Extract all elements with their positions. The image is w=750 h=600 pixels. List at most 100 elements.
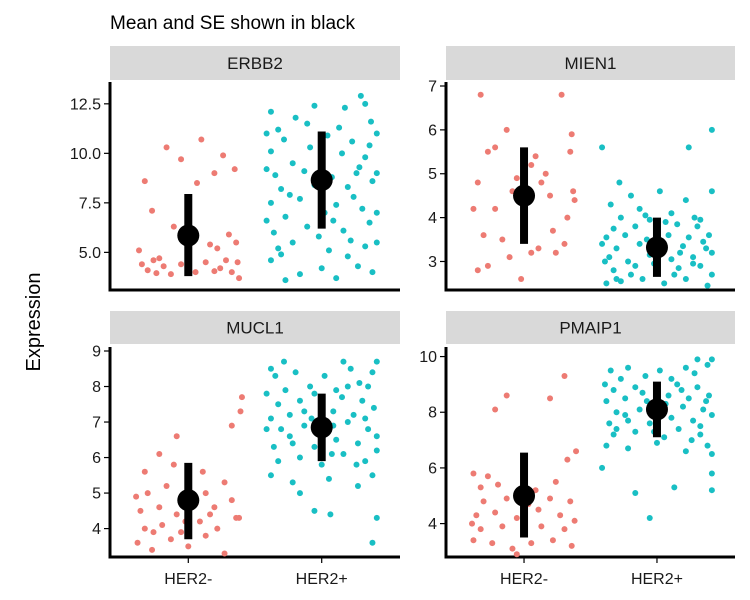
data-point-her2pos — [705, 392, 712, 399]
data-point-her2neg — [535, 245, 542, 252]
data-point-her2neg — [141, 468, 148, 475]
data-point-her2pos — [700, 406, 707, 413]
y-tick-label: 6 — [92, 450, 101, 467]
y-tick-label: 8 — [92, 379, 101, 396]
data-point-her2pos — [625, 417, 632, 424]
data-point-her2pos — [286, 191, 293, 198]
data-point-her2pos — [324, 132, 331, 139]
data-point-her2pos — [325, 247, 332, 254]
data-point-her2pos — [333, 275, 340, 282]
data-point-her2neg — [474, 179, 481, 186]
data-point-her2neg — [238, 394, 245, 401]
data-point-her2pos — [296, 454, 303, 461]
data-point-her2neg — [528, 540, 535, 547]
data-point-her2pos — [704, 361, 711, 368]
data-point-her2pos — [282, 213, 289, 220]
data-point-her2pos — [599, 464, 606, 471]
data-point-her2neg — [568, 542, 575, 549]
data-point-her2pos — [356, 379, 363, 386]
data-point-her2neg — [477, 526, 484, 533]
data-point-her2neg — [211, 170, 218, 177]
data-point-her2neg — [156, 504, 163, 511]
data-point-her2pos — [639, 276, 646, 283]
data-point-her2pos — [263, 217, 270, 224]
data-point-her2pos — [282, 387, 289, 394]
data-point-her2pos — [362, 243, 369, 250]
data-point-her2pos — [636, 205, 643, 212]
data-point-her2pos — [330, 217, 337, 224]
data-point-her2pos — [601, 258, 608, 265]
data-point-her2neg — [484, 148, 491, 155]
data-point-her2neg — [561, 526, 568, 533]
data-point-her2pos — [327, 511, 334, 518]
data-point-her2neg — [217, 265, 224, 272]
data-point-her2pos — [311, 443, 318, 450]
data-point-her2neg — [547, 192, 554, 199]
data-point-her2pos — [677, 249, 684, 256]
data-point-her2neg — [149, 207, 156, 214]
panel-pmaip1: PMAIP1 4 6 8 10 HER2- HER2+ — [419, 311, 735, 588]
y-tick-label: 8 — [428, 405, 437, 422]
data-point-her2pos — [296, 490, 303, 497]
data-point-her2pos — [694, 384, 701, 391]
data-point-her2pos — [330, 408, 337, 415]
data-point-her2neg — [228, 269, 235, 276]
data-point-her2pos — [616, 179, 623, 186]
data-point-her2pos — [617, 375, 624, 382]
data-point-her2neg — [167, 271, 174, 278]
data-point-her2pos — [610, 225, 617, 232]
data-point-her2pos — [603, 280, 610, 287]
data-point-her2pos — [359, 397, 366, 404]
data-point-her2pos — [328, 451, 335, 457]
data-point-her2pos — [325, 475, 332, 482]
data-point-her2pos — [646, 216, 653, 223]
data-point-her2pos — [627, 271, 634, 278]
data-point-her2pos — [349, 138, 356, 145]
data-point-her2pos — [708, 188, 715, 195]
data-point-her2pos — [354, 482, 361, 489]
data-point-her2neg — [194, 180, 200, 187]
data-point-her2pos — [682, 364, 689, 371]
data-point-her2pos — [373, 447, 380, 454]
data-point-her2neg — [156, 255, 163, 262]
data-point-her2pos — [668, 414, 675, 421]
data-point-her2neg — [532, 153, 539, 160]
data-point-her2pos — [301, 408, 308, 415]
data-point-her2pos — [668, 256, 675, 263]
data-point-her2pos — [270, 443, 277, 450]
data-point-her2pos — [344, 419, 351, 426]
data-point-her2pos — [304, 223, 311, 230]
data-point-her2neg — [228, 422, 235, 429]
data-point-her2neg — [469, 520, 476, 527]
y-tick-label: 6 — [428, 122, 437, 139]
data-point-her2pos — [307, 144, 314, 151]
data-point-her2pos — [289, 160, 296, 167]
data-point-her2pos — [354, 440, 361, 447]
data-point-her2neg — [547, 495, 554, 502]
data-point-her2neg — [470, 537, 477, 544]
data-point-her2pos — [607, 367, 614, 374]
data-point-her2neg — [144, 490, 151, 497]
data-point-her2neg — [159, 522, 166, 529]
data-point-her2pos — [282, 277, 289, 284]
data-point-her2pos — [632, 223, 639, 230]
data-point-her2pos — [691, 214, 698, 221]
data-point-her2neg — [202, 490, 209, 497]
data-point-her2neg — [503, 126, 510, 133]
data-point-her2pos — [275, 245, 282, 252]
data-point-her2pos — [642, 373, 649, 380]
data-point-her2pos — [362, 154, 369, 161]
data-point-her2neg — [178, 261, 185, 268]
data-point-her2pos — [665, 232, 672, 239]
data-point-her2pos — [373, 170, 380, 177]
data-point-her2pos — [336, 124, 343, 131]
data-point-her2pos — [318, 265, 325, 272]
data-point-her2pos — [668, 375, 675, 382]
data-point-her2neg — [214, 525, 221, 532]
data-point-her2pos — [340, 227, 347, 234]
data-point-her2pos — [599, 240, 606, 247]
data-point-her2pos — [656, 188, 663, 195]
facet-strip — [446, 311, 735, 344]
data-point-her2pos — [599, 144, 606, 151]
